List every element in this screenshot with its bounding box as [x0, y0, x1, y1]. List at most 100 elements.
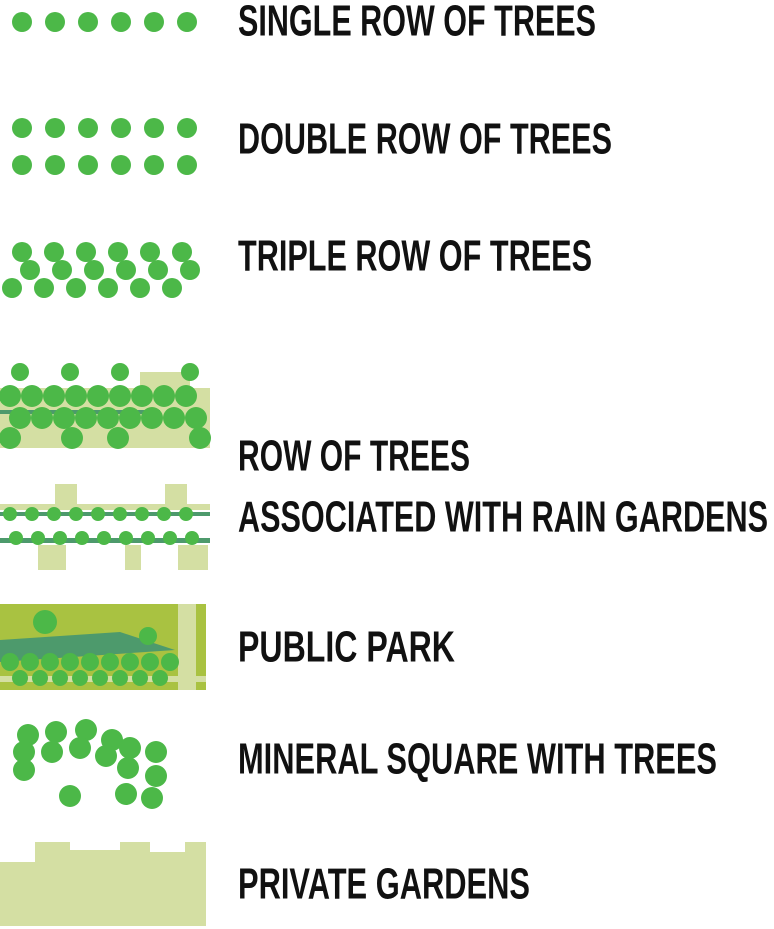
tree — [12, 670, 28, 686]
tree — [109, 385, 131, 407]
tree — [12, 242, 32, 262]
rain-garden-bed — [38, 545, 66, 570]
legend-label: DOUBLE ROW OF TREES — [238, 115, 612, 164]
tree — [148, 260, 168, 280]
tree — [139, 627, 157, 645]
tree — [75, 407, 97, 429]
tree — [179, 507, 193, 521]
tree — [45, 12, 65, 32]
tree — [0, 385, 21, 407]
tree — [45, 118, 65, 138]
tree — [132, 670, 148, 686]
tree — [141, 531, 155, 545]
tree — [13, 741, 35, 763]
rain-garden-bed — [165, 484, 187, 504]
tree — [69, 507, 83, 521]
tree — [97, 531, 111, 545]
tree — [17, 724, 39, 746]
tree — [84, 260, 104, 280]
tree — [53, 407, 75, 429]
tree — [11, 363, 29, 381]
icons — [0, 12, 211, 926]
tree — [153, 385, 175, 407]
rain-garden-bed — [178, 545, 208, 570]
tree — [141, 653, 159, 671]
tree — [130, 278, 150, 298]
tree — [177, 155, 197, 175]
tree — [144, 118, 164, 138]
tree — [31, 407, 53, 429]
tree — [53, 531, 67, 545]
tree — [115, 783, 137, 805]
tree — [12, 12, 32, 32]
rain-garden-bed — [55, 484, 77, 504]
tree — [87, 385, 109, 407]
park-pond — [0, 632, 175, 662]
tree — [12, 155, 32, 175]
tree — [113, 507, 127, 521]
tree — [161, 653, 179, 671]
tree — [180, 260, 200, 280]
tree — [41, 653, 59, 671]
tree — [140, 242, 160, 262]
tree — [69, 737, 91, 759]
tree — [141, 787, 163, 809]
tree — [61, 427, 83, 449]
tree — [119, 531, 133, 545]
tree — [145, 765, 167, 787]
tree — [121, 653, 139, 671]
tree — [31, 531, 45, 545]
park-path — [178, 604, 196, 690]
tree — [135, 507, 149, 521]
tree — [185, 531, 199, 545]
tree — [98, 278, 118, 298]
tree — [0, 427, 21, 449]
tree — [111, 12, 131, 32]
tree — [144, 12, 164, 32]
legend-label: MINERAL SQUARE WITH TREES — [238, 735, 717, 784]
legend-label: TRIPLE ROW OF TREES — [238, 232, 592, 281]
tree — [47, 507, 61, 521]
tree — [141, 407, 163, 429]
tree — [2, 278, 22, 298]
tree — [108, 242, 128, 262]
tree — [78, 12, 98, 32]
tree — [61, 363, 79, 381]
tree — [163, 407, 185, 429]
tree — [111, 363, 129, 381]
tree — [131, 385, 153, 407]
tree — [175, 385, 197, 407]
tree — [116, 260, 136, 280]
tree — [72, 670, 88, 686]
tree — [12, 118, 32, 138]
tree — [59, 785, 81, 807]
tree — [76, 242, 96, 262]
private-garden — [0, 842, 206, 926]
tree — [1, 653, 19, 671]
tree — [3, 507, 17, 521]
tree — [91, 507, 105, 521]
tree — [52, 670, 68, 686]
tree — [34, 278, 54, 298]
tree — [20, 260, 40, 280]
tree — [44, 242, 64, 262]
legend-label: ROW OF TREES — [238, 432, 470, 481]
tree — [181, 363, 199, 381]
tree — [111, 155, 131, 175]
tree — [185, 407, 207, 429]
tree — [75, 531, 89, 545]
tree — [13, 759, 35, 781]
tree — [177, 118, 197, 138]
tree — [92, 670, 108, 686]
legend-label: SINGLE ROW OF TREES — [238, 0, 596, 46]
tree — [107, 427, 129, 449]
tree — [78, 118, 98, 138]
tree — [112, 670, 128, 686]
tree — [101, 653, 119, 671]
tree — [81, 653, 99, 671]
tree — [43, 385, 65, 407]
tree — [61, 653, 79, 671]
tree — [177, 12, 197, 32]
tree — [119, 407, 141, 429]
